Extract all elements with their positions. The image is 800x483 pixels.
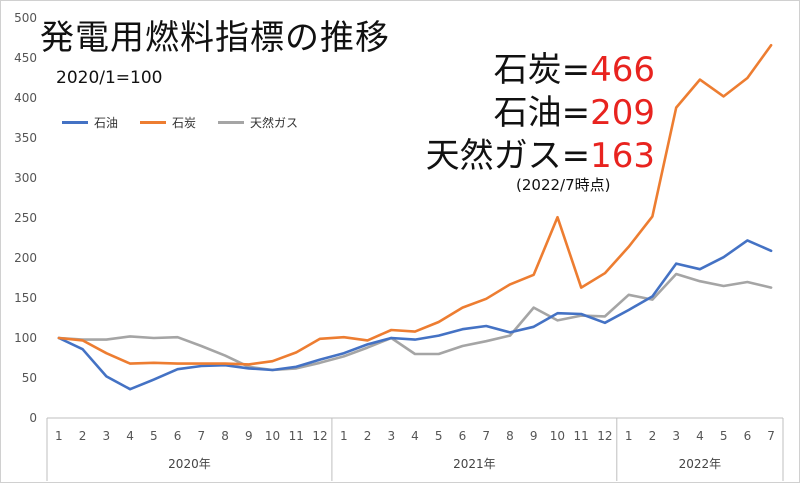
x-tick-label: 2 [364, 429, 372, 443]
legend-label-oil: 石油 [94, 116, 119, 130]
x-tick-label: 10 [550, 429, 565, 443]
annotation-oil: 石油=209 [494, 93, 655, 133]
series-line-coal [57, 43, 773, 366]
x-tick-label: 1 [55, 429, 63, 443]
x-axis-year-labels: 2020年 2021年 2022年 [168, 457, 721, 471]
x-tick-label: 8 [506, 429, 514, 443]
x-tick-label: 11 [574, 429, 589, 443]
annotation-coal-label: 石炭= [493, 50, 591, 90]
annotation-gas: 天然ガス=163 [426, 136, 655, 176]
y-tick-label: 50 [22, 371, 37, 385]
annotation-oil-label: 石油= [493, 93, 591, 133]
x-tick-label: 3 [672, 429, 680, 443]
x-tick-label: 1 [340, 429, 348, 443]
x-year-label: 2022年 [679, 457, 722, 471]
x-tick-label: 5 [435, 429, 443, 443]
x-tick-label: 4 [411, 429, 419, 443]
y-tick-label: 450 [14, 51, 37, 65]
y-tick-label: 150 [14, 291, 37, 305]
chart-title: 発電用燃料指標の推移 [40, 18, 390, 58]
y-tick-label: 350 [14, 131, 37, 145]
y-tick-label: 100 [14, 331, 37, 345]
x-tick-label: 4 [126, 429, 134, 443]
x-tick-label: 5 [720, 429, 728, 443]
x-tick-label: 6 [174, 429, 182, 443]
x-tick-label: 2 [649, 429, 657, 443]
x-tick-label: 4 [696, 429, 704, 443]
x-tick-label: 11 [289, 429, 304, 443]
legend: 石油 石炭 天然ガス [62, 114, 298, 131]
x-year-label: 2020年 [168, 457, 211, 471]
legend-label-coal: 石炭 [172, 116, 197, 130]
annotation-gas-label: 天然ガス= [425, 136, 591, 176]
legend-swatch-oil [62, 121, 88, 124]
axes [46, 417, 784, 481]
series-lines [57, 43, 773, 391]
legend-swatch-coal [140, 121, 167, 124]
y-tick-label: 300 [14, 171, 37, 185]
legend-label-gas: 天然ガス [250, 116, 299, 130]
x-tick-label: 3 [387, 429, 395, 443]
x-tick-label: 10 [265, 429, 280, 443]
y-tick-label: 250 [14, 211, 37, 225]
series-line-gas [57, 272, 773, 372]
x-tick-label: 8 [221, 429, 229, 443]
y-tick-label: 500 [14, 11, 37, 25]
x-tick-label: 7 [198, 429, 206, 443]
annotation-coal: 石炭=466 [494, 50, 655, 90]
x-tick-label: 3 [103, 429, 111, 443]
y-axis-ticks: 0 50 100 150 200 250 300 350 400 450 500 [14, 11, 37, 425]
x-tick-label: 5 [150, 429, 158, 443]
x-tick-label: 7 [482, 429, 490, 443]
annotation-gas-value: 163 [590, 136, 655, 176]
legend-item-gas: 天然ガス [218, 114, 298, 131]
y-tick-label: 0 [29, 411, 37, 425]
chart-subtitle: 2020/1=100 [56, 68, 163, 88]
x-tick-label: 2 [79, 429, 87, 443]
x-tick-label: 9 [245, 429, 253, 443]
x-tick-label: 7 [767, 429, 775, 443]
y-tick-label: 400 [14, 91, 37, 105]
annotation-oil-value: 209 [590, 93, 655, 133]
y-tick-label: 200 [14, 251, 37, 265]
legend-item-oil: 石油 [62, 114, 118, 131]
x-year-label: 2021年 [453, 457, 496, 471]
x-tick-label: 6 [744, 429, 752, 443]
annotation-note: (2022/7時点) [516, 176, 611, 194]
x-tick-label: 12 [597, 429, 612, 443]
x-tick-label: 6 [459, 429, 467, 443]
legend-swatch-gas [218, 121, 245, 124]
x-tick-label: 9 [530, 429, 538, 443]
series-line-oil [57, 239, 773, 391]
x-tick-label: 1 [625, 429, 633, 443]
x-axis-ticks: 1 2 3 4 5 6 7 8 9 10 11 12 1 2 3 4 5 6 7 8 9 10 11 12 1 2 3 4 5 6 7 [55, 429, 775, 443]
legend-item-coal: 石炭 [140, 114, 196, 131]
x-tick-label: 12 [312, 429, 327, 443]
annotation-coal-value: 466 [590, 50, 655, 90]
